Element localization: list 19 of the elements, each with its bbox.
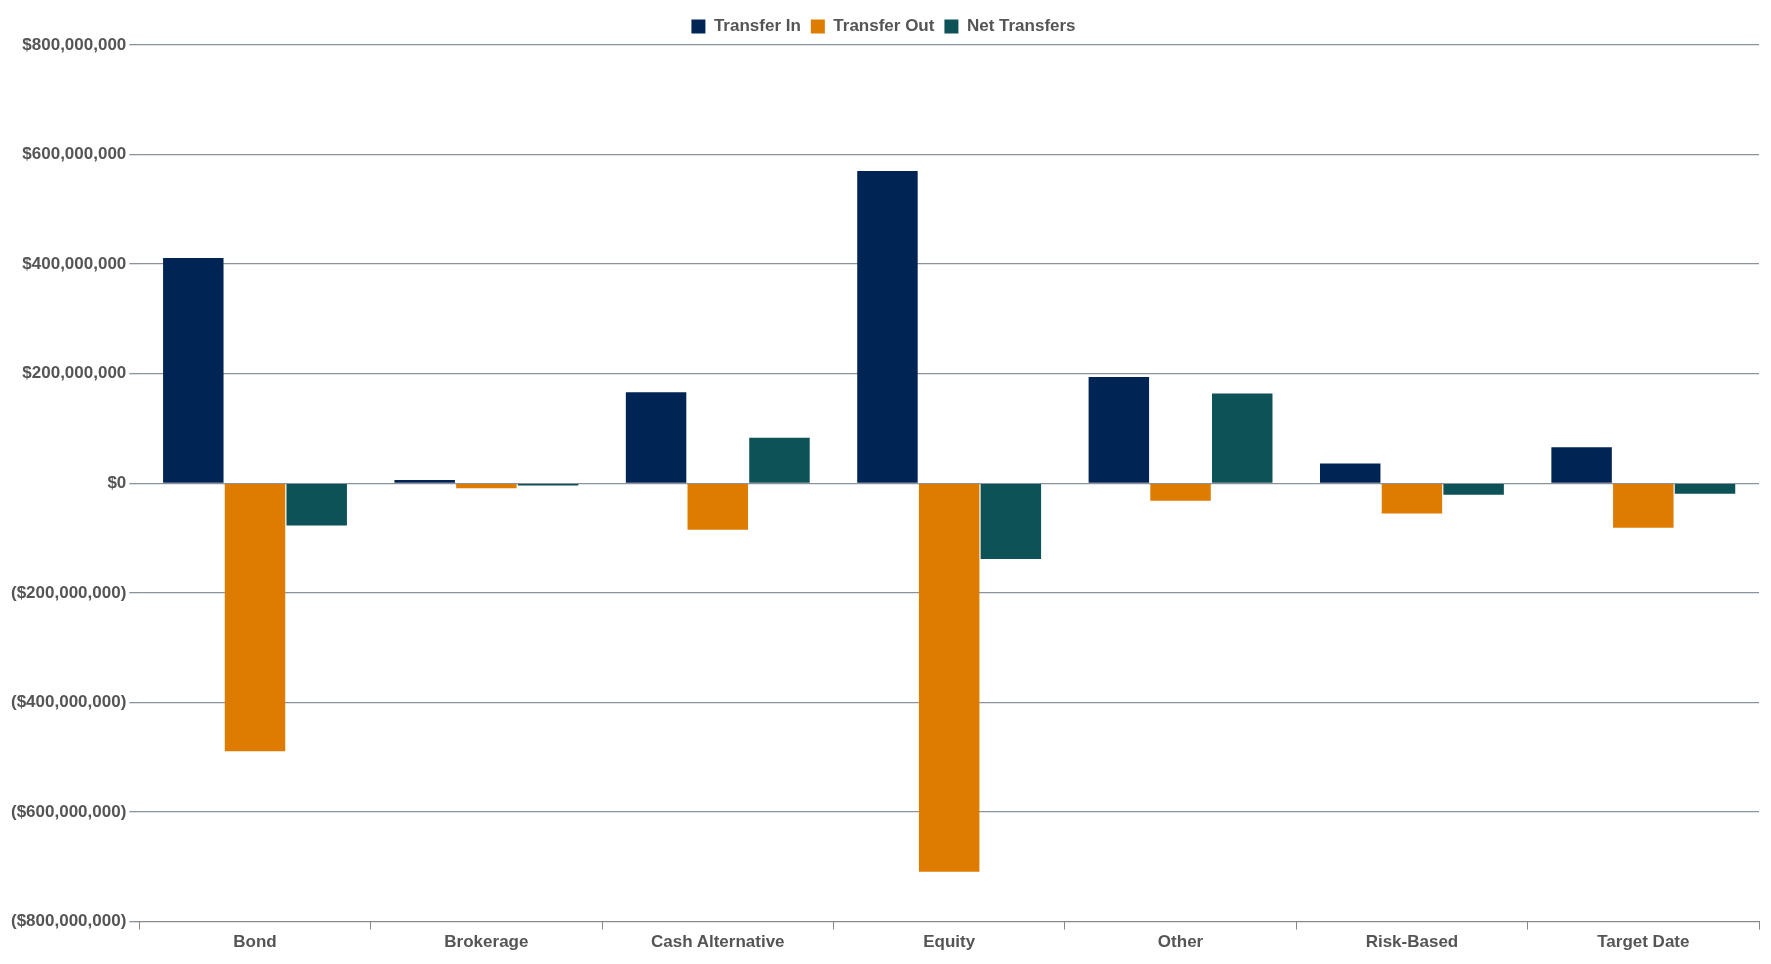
y-tick-label: $800,000,000 [22, 34, 127, 54]
x-tick-label: Cash Alternative [651, 932, 785, 952]
y-tick-label: ($200,000,000) [10, 582, 127, 602]
y-tick-label: $0 [107, 472, 127, 492]
x-tick-label: Brokerage [444, 932, 529, 952]
y-tick-label: $600,000,000 [22, 144, 127, 164]
legend-label: Transfer In [713, 16, 801, 36]
y-tick-label: ($600,000,000) [10, 801, 127, 821]
y-tick-label: $400,000,000 [22, 253, 127, 273]
legend-label: Net Transfers [966, 16, 1076, 36]
x-tick-label: Risk-Based [1365, 932, 1459, 952]
x-tick-label: Target Date [1597, 932, 1690, 952]
y-tick-label: ($400,000,000) [10, 692, 127, 712]
x-tick-label: Bond [233, 932, 277, 952]
legend-label: Transfer Out [833, 16, 935, 36]
y-tick-label: ($800,000,000) [10, 911, 127, 931]
y-tick-label: $200,000,000 [22, 363, 127, 383]
x-tick-label: Equity [923, 932, 976, 952]
x-tick-label: Other [1157, 932, 1204, 952]
